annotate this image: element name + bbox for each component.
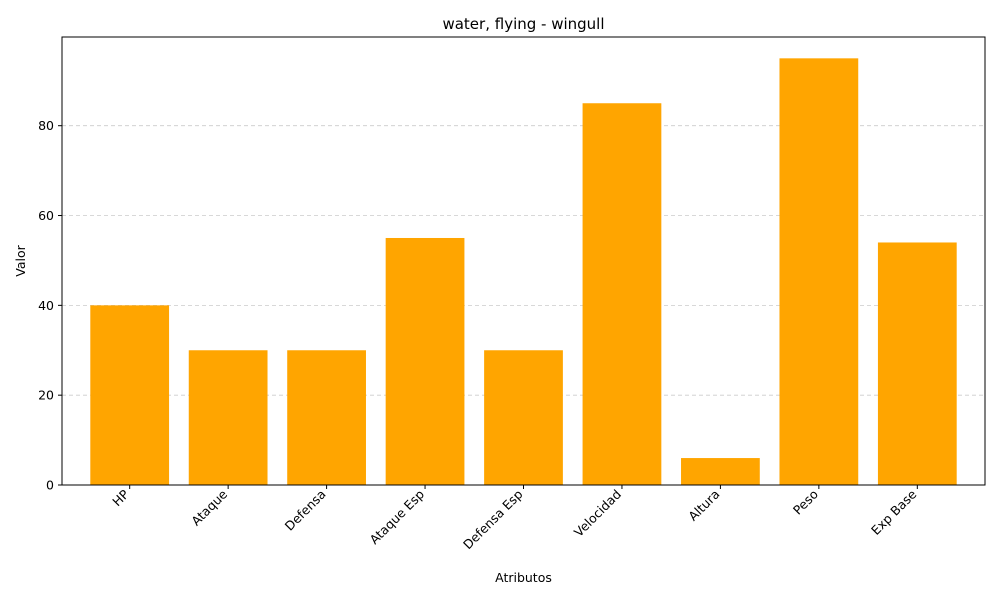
bar-hp [90,305,170,485]
y-tick-label: 80 [38,118,54,133]
bar-peso [779,58,859,485]
bar-ataque [188,350,268,485]
bar-defensa [287,350,366,485]
bar-altura [681,458,760,485]
y-tick-label: 20 [38,388,54,403]
bar-defensa-esp [484,350,563,485]
y-tick-label: 60 [38,208,54,223]
bar-velocidad [582,103,662,486]
bars [90,58,957,486]
y-tick-label: 40 [38,298,54,313]
y-axis-ticks: 0 20 40 60 80 [38,118,62,493]
bar-exp-base [877,242,957,485]
chart-title: water, flying - wingull [442,15,604,33]
y-tick-label: 0 [46,478,54,493]
x-axis-label: Atributos [495,570,552,585]
bar-ataque-esp [385,237,465,485]
y-axis-label: Valor [13,244,28,276]
